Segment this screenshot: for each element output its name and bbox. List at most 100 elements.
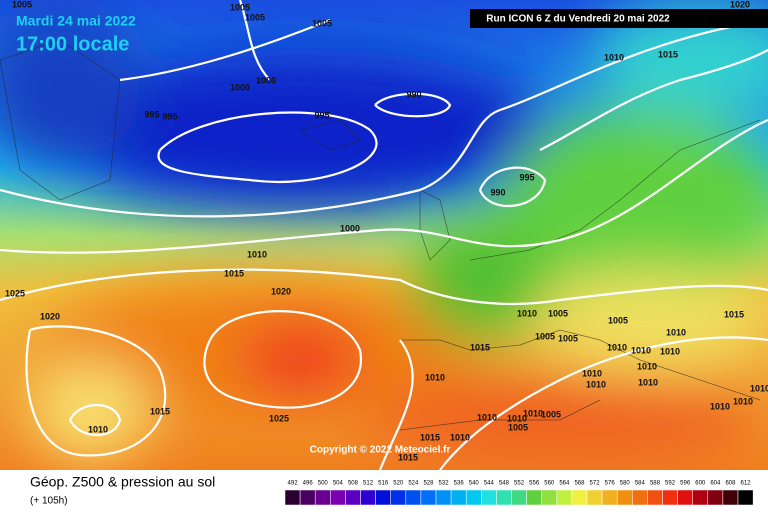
isobar-label: 1010	[425, 372, 445, 382]
scale-label: 492	[288, 481, 299, 487]
isobar-label: 1015	[398, 452, 418, 462]
isobar-label: 1010	[710, 401, 730, 411]
isobar-label: 1020	[40, 311, 60, 321]
scale-label: 508	[348, 481, 359, 487]
scale-swatch	[541, 489, 558, 506]
local-time: 17:00 locale	[16, 33, 129, 55]
isobar-label: 1005	[608, 315, 628, 325]
scale-swatch	[375, 489, 391, 506]
scale-swatch	[737, 489, 754, 506]
scale-swatch	[556, 489, 573, 506]
isobar-label: 1005	[245, 12, 265, 22]
scale-label: 604	[710, 481, 721, 487]
date: Mardi 24 mai 2022	[16, 13, 136, 29]
scale-swatch	[662, 489, 678, 506]
isobar-label: 1010	[523, 408, 543, 418]
scale-label: 548	[499, 481, 510, 487]
isobar-label: 1020	[271, 286, 291, 296]
scale-label: 516	[378, 481, 389, 487]
scale-label: 596	[680, 481, 691, 487]
isobar-label: 1005	[312, 18, 332, 28]
scale-label: 592	[665, 481, 676, 487]
isobars	[0, 0, 768, 470]
scale-swatch	[284, 489, 301, 506]
isobar-label: 1005	[558, 333, 578, 343]
scale-label: 536	[454, 481, 465, 487]
isobar-label: 1010	[631, 345, 651, 355]
isobar-label: 995	[314, 110, 329, 120]
isobar-label: 1010	[586, 379, 606, 389]
scale-swatch	[692, 489, 709, 506]
scale-swatch	[405, 489, 422, 506]
isobar-label: 990	[490, 187, 505, 197]
copyright: Copyright © 2022 Meteociel.fr	[310, 445, 451, 456]
isobar-label: 1000	[340, 223, 360, 233]
isobar-label: 1005	[508, 422, 528, 432]
scale-swatch	[420, 489, 437, 506]
scale-swatch	[465, 489, 482, 506]
isobar-label: 1025	[269, 413, 289, 423]
isobar-label: 995	[519, 172, 534, 182]
lead-time: (+ 105h)	[30, 496, 68, 507]
scale-label: 544	[484, 481, 495, 487]
isobar-label: 1010	[604, 52, 624, 62]
scale-swatch	[390, 489, 407, 506]
scale-label: 528	[423, 481, 434, 487]
scale-label: 580	[620, 481, 631, 487]
scale-swatch	[722, 489, 739, 506]
isobar-label: 1015	[420, 432, 440, 442]
scale-swatch	[360, 489, 376, 506]
isobar-label: 1005	[541, 409, 561, 419]
isobar-label: 1010	[477, 412, 497, 422]
isobar-label: 1000	[256, 75, 276, 85]
scale-label: 572	[590, 481, 601, 487]
scale-swatch	[616, 489, 633, 506]
scale-swatch	[511, 489, 527, 506]
isobar-label: 995	[144, 109, 159, 119]
scale-swatch	[647, 489, 663, 506]
isobar-label: 1010	[450, 432, 470, 442]
scale-label: 608	[725, 481, 736, 487]
isobar-label: 1025	[5, 288, 25, 298]
isobar-label: 1015	[470, 342, 490, 352]
scale-label: 520	[393, 481, 404, 487]
scale-label: 600	[695, 481, 706, 487]
scale-swatch	[707, 489, 724, 506]
scale-label: 584	[635, 481, 646, 487]
isobar-label: 1005	[230, 2, 250, 12]
isobar-label: 1010	[660, 346, 680, 356]
scale-swatch	[601, 489, 618, 506]
isobar-label: 1020	[730, 0, 750, 9]
scale-label: 504	[333, 481, 344, 487]
scale-label: 576	[605, 481, 616, 487]
legend-title: Géop. Z500 & pression au sol	[30, 474, 215, 490]
scale-label: 540	[469, 481, 480, 487]
scale-label: 496	[303, 481, 314, 487]
scale-swatch	[435, 489, 452, 506]
scale-swatch	[345, 489, 361, 506]
isobar-label: 1010	[517, 308, 537, 318]
scale-swatch	[632, 489, 648, 506]
isobar-label: 1015	[724, 309, 744, 319]
isobar-label: 1010	[637, 361, 657, 371]
scale-label: 564	[559, 481, 570, 487]
scale-swatch	[677, 489, 693, 506]
scale-label: 588	[650, 481, 661, 487]
scale-swatch	[330, 489, 346, 506]
isobar-label: 1005	[548, 308, 568, 318]
isobar-label: 1000	[230, 82, 250, 92]
isobar-label: 1005	[12, 0, 32, 9]
scale-label: 560	[544, 481, 555, 487]
scale-label: 556	[529, 481, 540, 487]
scale-swatch	[496, 489, 512, 506]
scale-swatch	[571, 489, 588, 506]
scale-swatch	[314, 489, 331, 506]
isobar-label: 1010	[733, 396, 753, 406]
scale-label: 568	[574, 481, 585, 487]
isobar-label: 990	[406, 89, 421, 99]
scale-swatch	[481, 489, 497, 506]
isobar-label: 1015	[658, 49, 678, 59]
scale-swatch	[586, 489, 603, 506]
scale-label: 612	[741, 481, 752, 487]
isobar-label: 1010	[666, 327, 686, 337]
